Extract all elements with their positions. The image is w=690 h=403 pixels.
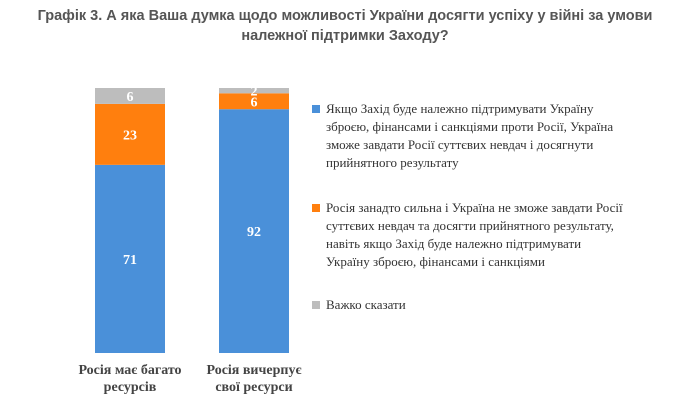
data-label-gray-0: 6 bbox=[127, 90, 134, 105]
legend-label-supported: Якщо Захід буде належно підтримувати Укр… bbox=[326, 101, 614, 170]
legend-label-hard-to-say: Важко сказати bbox=[326, 297, 406, 312]
bar-segment-blue-1 bbox=[219, 109, 289, 353]
bar-segment-orange-1 bbox=[219, 93, 289, 110]
bar-segment-orange-0 bbox=[95, 103, 165, 165]
category-label-0: Росія має багато ресурсів bbox=[78, 363, 182, 395]
bar-segment-gray-1 bbox=[219, 88, 289, 94]
legend-swatch-orange bbox=[312, 204, 320, 212]
legend-label-too-strong: Росія занадто сильна і Україна не зможе … bbox=[326, 200, 623, 269]
bar-segment-gray-0 bbox=[95, 88, 165, 104]
data-label-blue-0: 71 bbox=[123, 253, 137, 268]
data-label-orange-0: 23 bbox=[123, 128, 137, 143]
bar-segment-blue-0 bbox=[95, 164, 165, 353]
data-label-gray-1: 2 bbox=[251, 85, 258, 100]
legend-swatch-blue bbox=[312, 105, 320, 113]
data-label-orange-1: 6 bbox=[251, 95, 258, 110]
chart-title: Графік 3. А яка Ваша думка щодо можливос… bbox=[37, 8, 653, 44]
legend-swatch-gray bbox=[312, 301, 320, 309]
category-label-1: Росія вичерпує свої ресурси bbox=[206, 363, 302, 395]
data-label-blue-1: 92 bbox=[247, 225, 261, 240]
